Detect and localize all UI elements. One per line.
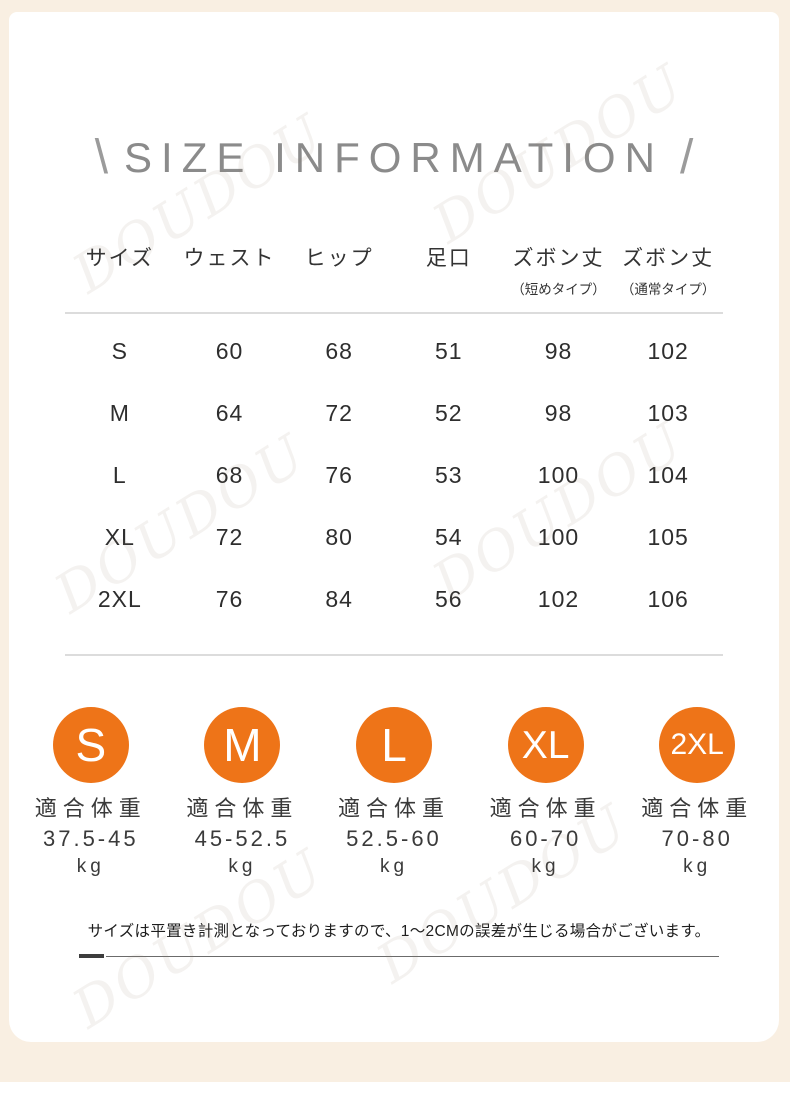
column-header-hip: ヒップ	[284, 246, 394, 299]
cell-leg-opening: 51	[435, 337, 463, 364]
size-table: サイズ ウェスト ヒップ 足口 ズボン丈 （短めタイプ） ズボン丈 （通常タ	[65, 246, 723, 657]
weight-unit: kg	[531, 856, 560, 878]
suitable-weight-label: 適合体重	[641, 796, 754, 822]
note-underline-dash	[79, 954, 104, 959]
weight-range: 52.5-60	[346, 826, 442, 852]
size-badge-xl: XL	[507, 707, 584, 784]
size-info-card: DOUDOU DOUDOU DOUDOU DOUDOU DOUDOU DOUDO…	[9, 12, 779, 1042]
column-header-label: 足口	[425, 247, 472, 271]
weight-guide-item-m: M 適合体重 45-52.5 kg	[167, 707, 319, 879]
cell-hip: 84	[325, 585, 353, 612]
table-row-m: M 64 72 52 98 103	[65, 382, 723, 444]
cell-size: M	[109, 399, 130, 426]
table-bottom-divider	[65, 654, 723, 657]
column-header-sublabel: （通常タイプ）	[620, 282, 716, 298]
cell-length-normal: 102	[647, 337, 689, 364]
suitable-weight-label: 適合体重	[489, 796, 602, 822]
weight-unit: kg	[228, 856, 257, 878]
cell-waist: 68	[215, 461, 244, 488]
cell-length-normal: 105	[647, 523, 689, 550]
table-row-s: S 60 68 51 98 102	[65, 320, 723, 382]
page-title: \ SIZE INFORMATION /	[9, 134, 779, 182]
suitable-weight-guide: S 適合体重 37.5-45 kg M 適合体重 45-52.5 kg L 適合…	[9, 707, 779, 879]
cell-leg-opening: 52	[435, 399, 463, 426]
size-badge-s: S	[52, 707, 129, 784]
cell-size: XL	[104, 523, 135, 550]
cell-length-short: 102	[537, 585, 580, 612]
column-header-pants-length-normal: ズボン丈 （通常タイプ）	[613, 246, 723, 299]
title-left-slash-decoration: \	[94, 131, 109, 185]
table-row-2xl: 2XL 76 84 56 102 106	[65, 568, 723, 630]
table-row-l: L 68 76 53 100 104	[65, 444, 723, 506]
column-header-sublabel	[65, 280, 175, 299]
cell-hip: 68	[325, 337, 353, 364]
cell-hip: 80	[325, 523, 353, 550]
cell-waist: 64	[215, 399, 244, 426]
column-header-label: ズボン丈	[512, 247, 605, 271]
weight-guide-item-xl: XL 適合体重 60-70 kg	[470, 707, 622, 879]
cell-leg-opening: 56	[435, 585, 463, 612]
cell-waist: 76	[215, 585, 244, 612]
size-badge-l: L	[355, 707, 432, 784]
column-header-sublabel	[175, 280, 285, 299]
weight-guide-item-s: S 適合体重 37.5-45 kg	[15, 707, 167, 879]
weight-range: 70-80	[661, 826, 733, 852]
column-header-pants-length-short: ズボン丈 （短めタイプ）	[504, 246, 614, 299]
measurement-note-text: サイズは平置き計測となっておりますので、1〜2CMの誤差が生じる場合がございます…	[87, 923, 711, 941]
column-header-sublabel	[284, 280, 394, 299]
column-header-sublabel	[394, 280, 504, 299]
note-underline-rule	[106, 955, 719, 957]
weight-guide-item-2xl: 2XL 適合体重 70-80 kg	[621, 707, 773, 879]
column-header-label: ズボン丈	[622, 247, 715, 271]
column-header-label: ヒップ	[304, 247, 374, 271]
cell-hip: 76	[325, 461, 353, 488]
cell-length-short: 98	[544, 399, 573, 426]
size-badge-m: M	[204, 707, 281, 784]
cell-waist: 60	[215, 337, 244, 364]
page-title-text: SIZE INFORMATION	[124, 134, 664, 181]
column-header-waist: ウェスト	[175, 246, 285, 299]
weight-unit: kg	[683, 856, 712, 878]
weight-range: 37.5-45	[42, 826, 139, 852]
suitable-weight-label: 適合体重	[34, 796, 147, 822]
weight-range: 60-70	[509, 826, 582, 852]
weight-unit: kg	[379, 856, 409, 878]
cell-hip: 72	[325, 399, 353, 426]
table-row-xl: XL 72 80 54 100 105	[65, 506, 723, 568]
cell-length-normal: 103	[647, 399, 689, 426]
title-right-slash-decoration: /	[679, 131, 694, 185]
cell-size: L	[112, 461, 127, 488]
column-header-label: サイズ	[85, 247, 155, 271]
cell-size: 2XL	[97, 585, 142, 612]
cell-length-short: 98	[544, 337, 573, 364]
note-underline	[79, 954, 719, 959]
cell-waist: 72	[215, 523, 244, 550]
weight-guide-item-l: L 適合体重 52.5-60 kg	[318, 707, 470, 879]
size-badge-2xl: 2XL	[659, 707, 736, 784]
column-header-sublabel: （短めタイプ）	[511, 282, 606, 298]
table-header-divider	[65, 312, 723, 315]
weight-range: 45-52.5	[194, 826, 291, 852]
cell-leg-opening: 54	[435, 523, 463, 550]
measurement-note: サイズは平置き計測となっておりますので、1〜2CMの誤差が生じる場合がございます…	[71, 921, 727, 959]
suitable-weight-label: 適合体重	[337, 796, 450, 822]
column-header-label: ウェスト	[183, 247, 276, 271]
cell-size: S	[111, 337, 128, 364]
cell-leg-opening: 53	[435, 461, 463, 488]
size-table-body: S 60 68 51 98 102 M 64 72 52 98 103 L 68…	[65, 320, 723, 630]
suitable-weight-label: 適合体重	[186, 796, 299, 822]
cell-length-short: 100	[537, 461, 580, 488]
column-header-size: サイズ	[65, 246, 175, 299]
column-header-leg-opening: 足口	[394, 246, 504, 299]
weight-unit: kg	[76, 856, 105, 878]
cell-length-normal: 106	[647, 585, 689, 612]
size-table-header-row: サイズ ウェスト ヒップ 足口 ズボン丈 （短めタイプ） ズボン丈 （通常タ	[65, 246, 723, 299]
cell-length-normal: 104	[647, 461, 689, 488]
cell-length-short: 100	[537, 523, 580, 550]
